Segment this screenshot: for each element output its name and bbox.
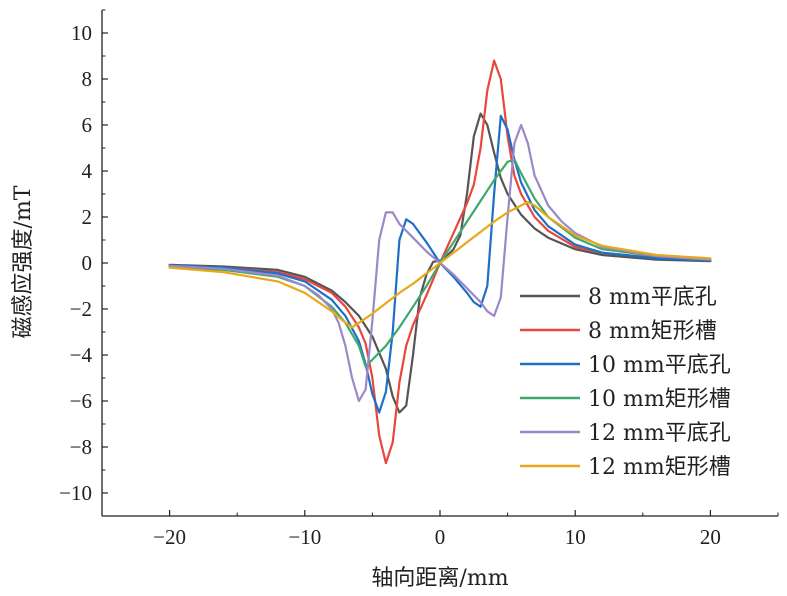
- y-tick-label: 8: [82, 67, 93, 91]
- y-ticks: −10 −8 −6 −4 −2 0 2 4 6 8 10: [59, 9, 108, 517]
- legend-label: 8 mm平底孔: [588, 285, 717, 310]
- x-ticks: −20 −10 0 10 20: [101, 510, 779, 549]
- series-line-6: [168, 201, 712, 329]
- y-tick-label: −8: [70, 435, 92, 459]
- y-tick-label: 2: [82, 205, 93, 229]
- y-tick-label: −6: [70, 389, 92, 413]
- series-lines: [168, 59, 712, 465]
- x-tick-label: 20: [700, 525, 721, 549]
- y-tick-label: 0: [82, 251, 93, 275]
- legend-label: 12 mm矩形槽: [588, 455, 731, 480]
- y-tick-label: −2: [70, 297, 92, 321]
- x-axis-title: 轴向距离/mm: [371, 566, 508, 591]
- y-tick-label: 6: [82, 113, 93, 137]
- y-tick-label: −4: [70, 343, 93, 367]
- y-axis-title: 磁感应强度/mT: [11, 185, 36, 338]
- series-line-5: [168, 123, 712, 403]
- legend-label: 10 mm矩形槽: [588, 387, 731, 412]
- legend-label: 8 mm矩形槽: [588, 319, 717, 344]
- y-tick-label: −10: [59, 481, 92, 505]
- y-tick-label: 4: [82, 159, 93, 183]
- legend: 8 mm平底孔 8 mm矩形槽 10 mm平底孔 10 mm矩形槽 12 mm平底孔 12…: [520, 285, 731, 480]
- x-tick-label: 0: [435, 525, 446, 549]
- x-tick-label: 10: [565, 525, 586, 549]
- y-tick-label: 10: [71, 21, 92, 45]
- legend-label: 10 mm平底孔: [588, 353, 731, 378]
- x-tick-label: −10: [288, 525, 321, 549]
- x-tick-label: −20: [153, 525, 186, 549]
- legend-label: 12 mm平底孔: [588, 421, 731, 446]
- series-line-3: [168, 114, 712, 414]
